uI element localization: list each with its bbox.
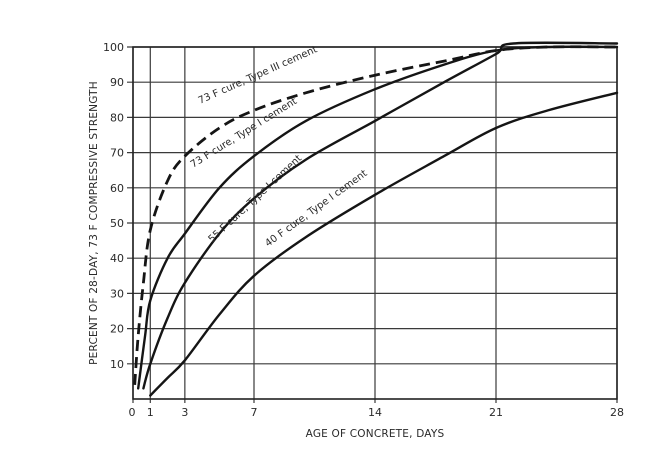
y-axis-title: PERCENT OF 28-DAY, 73 F COMPRESSIVE STRE… [88,81,100,365]
curve-55f-type-i [142,41,619,390]
x-axis-title: AGE OF CONCRETE, DAYS [306,428,445,440]
curve-label-73f-type-iii: 73 F cure, Type III cement [197,44,319,107]
curves [133,41,619,397]
grid [127,46,618,403]
curve-40f-type-i [149,91,619,397]
y-tick-label-100: 100 [103,41,124,54]
x-tick-label-21: 21 [489,406,503,419]
x-tick-label-0: 0 [129,406,136,419]
plot-frame [132,46,618,400]
tick-labels: 10 20 30 40 50 60 70 80 90 100 0 1 3 7 14 21 28 [103,41,624,419]
x-tick-label-28: 28 [610,406,624,419]
y-tick-label-70: 70 [110,147,124,160]
y-tick-label-80: 80 [110,111,124,124]
x-tick-label-3: 3 [181,406,188,419]
y-tick-label-20: 20 [110,323,124,336]
curve-label-73f-type-i: 73 F cure, Type I cement [189,96,299,171]
y-tick-label-10: 10 [110,358,124,371]
y-tick-label-50: 50 [110,217,124,230]
y-tick-label-30: 30 [110,287,124,300]
x-tick-label-1: 1 [147,406,154,419]
y-tick-label-40: 40 [110,252,124,265]
curve-73f-type-i [137,45,619,390]
y-tick-label-90: 90 [110,76,124,89]
y-tick-label-60: 60 [110,182,124,195]
x-tick-label-7: 7 [251,406,258,419]
x-tick-label-14: 14 [368,406,382,419]
